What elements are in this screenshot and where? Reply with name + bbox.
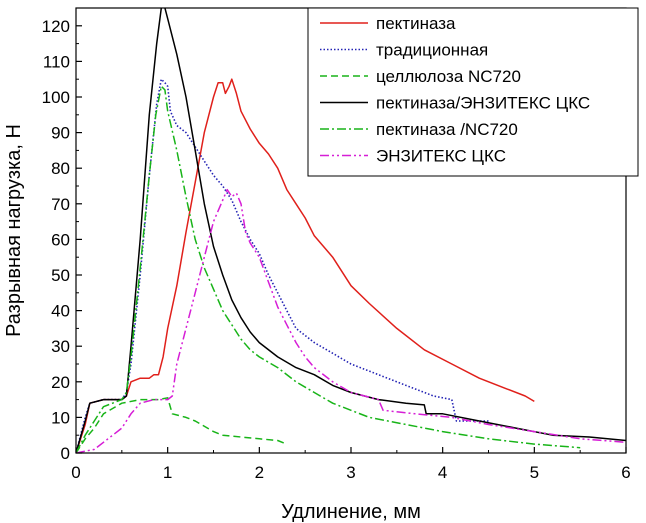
y-tick-label: 100 xyxy=(42,88,70,107)
x-tick-label: 6 xyxy=(621,463,630,482)
x-tick-label: 2 xyxy=(255,463,264,482)
legend-label-4: пектиназа/ЭНЗИТЕКС ЦКС xyxy=(376,94,590,113)
legend-label-5: пектиназа /NC720 xyxy=(376,120,518,139)
y-tick-label: 110 xyxy=(43,52,70,71)
y-tick-label: 10 xyxy=(51,408,70,427)
legend-label-1: пектиназа xyxy=(376,14,456,33)
x-axis-title: Удлинение, мм xyxy=(281,501,421,523)
y-tick-label: 70 xyxy=(51,195,70,214)
legend-label-6: ЭНЗИТЕКС ЦКС xyxy=(376,147,506,166)
series-line-5 xyxy=(76,85,581,453)
series-line-1 xyxy=(76,78,535,453)
y-tick-label: 30 xyxy=(51,337,70,356)
y-tick-label: 60 xyxy=(51,230,70,249)
y-tick-label: 50 xyxy=(51,266,70,285)
x-tick-label: 0 xyxy=(71,463,80,482)
y-tick-label: 120 xyxy=(42,17,70,36)
series-layer xyxy=(76,8,626,453)
y-axis-title: Разрывная нагрузка, Н xyxy=(3,124,25,337)
legend-label-3: целлюлоза NC720 xyxy=(376,67,521,86)
legend: пектиназа традиционная целлюлоза NC720 пект… xyxy=(307,7,639,177)
x-tick-label: 1 xyxy=(163,463,172,482)
x-tick-label: 3 xyxy=(346,463,355,482)
series-line-4 xyxy=(76,8,626,453)
y-tick-label: 20 xyxy=(51,373,70,392)
series-line-3 xyxy=(76,397,288,453)
x-tick-label: 4 xyxy=(438,463,447,482)
x-tick-label: 5 xyxy=(530,463,539,482)
y-tick-label: 80 xyxy=(51,159,70,178)
legend-label-2: традиционная xyxy=(376,41,488,60)
legend-box xyxy=(307,7,639,177)
y-tick-label: 40 xyxy=(51,302,70,321)
series-line-2 xyxy=(76,78,489,453)
series-line-6 xyxy=(76,188,626,453)
y-tick-label: 90 xyxy=(51,124,70,143)
y-tick-label: 0 xyxy=(61,444,70,463)
